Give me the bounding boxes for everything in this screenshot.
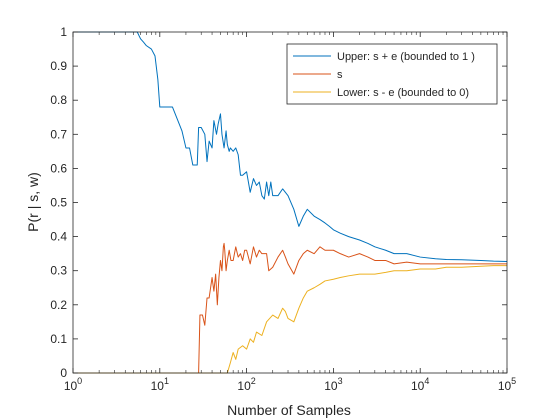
x-tick-label: 100 [64, 376, 82, 393]
x-tick-label: 104 [411, 376, 429, 393]
y-tick-label: 0.5 [50, 196, 67, 210]
y-tick-label: 0.6 [50, 161, 67, 175]
legend: Upper: s + e (bounded to 1 ) s Lower: s - … [286, 43, 498, 105]
series-line-2 [73, 242, 507, 374]
y-tick-label: 0 [60, 366, 67, 380]
x-tick-label: 105 [498, 376, 516, 393]
x-tick-label: 102 [237, 376, 255, 393]
y-tick-label: 1 [60, 25, 67, 39]
x-tick-label: 103 [324, 376, 342, 393]
y-tick-label: 0.1 [50, 332, 67, 346]
y-tick-label: 0.3 [50, 264, 67, 278]
series-line-1 [73, 31, 508, 262]
legend-entry-1: Upper: s + e (bounded to 1 ) [337, 51, 475, 63]
y-tick-label: 0.8 [50, 93, 67, 107]
y-axis-label: P(r | s, w) [25, 172, 41, 232]
x-tick-label: 101 [151, 376, 169, 393]
y-tick-label: 0.2 [50, 298, 67, 312]
x-axis-label: Number of Samples [227, 402, 351, 418]
y-tick-label: 0.9 [50, 59, 67, 73]
y-tick-label: 0.7 [50, 127, 67, 141]
legend-entry-3: Lower: s - e (bounded to 0) [337, 87, 469, 99]
series-line-3 [73, 265, 507, 374]
legend-entry-2: s [337, 69, 343, 81]
y-tick-label: 0.4 [50, 230, 67, 244]
